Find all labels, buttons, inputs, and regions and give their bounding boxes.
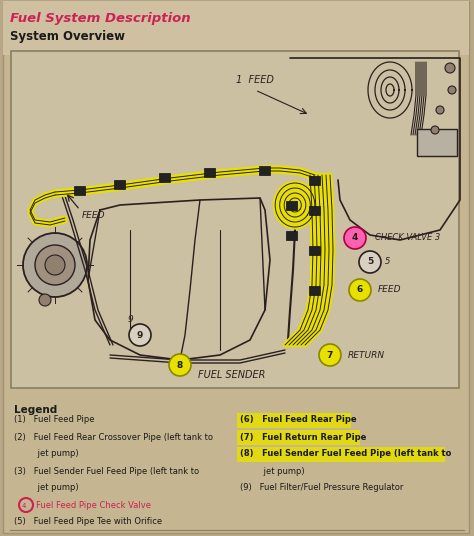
Text: 5: 5 xyxy=(367,257,373,266)
Text: FUEL SENDER: FUEL SENDER xyxy=(198,370,265,380)
Text: FEED: FEED xyxy=(82,211,106,220)
Text: jet pump): jet pump) xyxy=(240,466,305,475)
FancyBboxPatch shape xyxy=(237,413,351,428)
Circle shape xyxy=(448,86,456,94)
FancyBboxPatch shape xyxy=(237,446,446,461)
Text: Fuel System Description: Fuel System Description xyxy=(10,12,191,25)
FancyBboxPatch shape xyxy=(204,167,216,176)
Text: (5)   Fuel Feed Pipe Tee with Orifice: (5) Fuel Feed Pipe Tee with Orifice xyxy=(14,517,162,526)
FancyBboxPatch shape xyxy=(310,245,320,255)
Text: 7: 7 xyxy=(327,351,333,360)
Circle shape xyxy=(436,106,444,114)
Circle shape xyxy=(349,279,371,301)
Text: 1  FEED: 1 FEED xyxy=(236,75,274,85)
Text: (8)   Fuel Sender Fuel Feed Pipe (left tank to: (8) Fuel Sender Fuel Feed Pipe (left tan… xyxy=(240,450,451,458)
Circle shape xyxy=(35,245,75,285)
Text: Legend: Legend xyxy=(14,405,57,415)
FancyBboxPatch shape xyxy=(310,286,320,294)
Text: System Overview: System Overview xyxy=(10,30,125,43)
Circle shape xyxy=(169,354,191,376)
Text: 9: 9 xyxy=(137,331,143,339)
FancyBboxPatch shape xyxy=(11,51,459,388)
Text: (2)   Fuel Feed Rear Crossover Pipe (left tank to: (2) Fuel Feed Rear Crossover Pipe (left … xyxy=(14,433,213,442)
Text: jet pump): jet pump) xyxy=(14,450,79,458)
FancyBboxPatch shape xyxy=(159,173,171,182)
FancyBboxPatch shape xyxy=(417,129,457,156)
Text: (7)   Fuel Return Rear Pipe: (7) Fuel Return Rear Pipe xyxy=(240,433,366,442)
Text: (9)   Fuel Filter/Fuel Pressure Regulator: (9) Fuel Filter/Fuel Pressure Regulator xyxy=(240,483,403,493)
Circle shape xyxy=(359,251,381,273)
Text: 4: 4 xyxy=(22,503,26,509)
Text: (1)   Fuel Feed Pipe: (1) Fuel Feed Pipe xyxy=(14,415,94,425)
FancyBboxPatch shape xyxy=(3,1,469,533)
Text: (3)   Fuel Sender Fuel Feed Pipe (left tank to: (3) Fuel Sender Fuel Feed Pipe (left tan… xyxy=(14,466,199,475)
Text: CHECK VALVE 3: CHECK VALVE 3 xyxy=(375,234,440,242)
Text: (6)   Fuel Feed Rear Pipe: (6) Fuel Feed Rear Pipe xyxy=(240,415,356,425)
FancyBboxPatch shape xyxy=(310,175,320,184)
FancyBboxPatch shape xyxy=(286,200,298,210)
Circle shape xyxy=(431,126,439,134)
FancyBboxPatch shape xyxy=(286,230,298,240)
Text: FEED: FEED xyxy=(378,286,401,294)
Circle shape xyxy=(23,233,87,297)
FancyBboxPatch shape xyxy=(259,166,271,175)
Text: 6: 6 xyxy=(357,286,363,294)
FancyBboxPatch shape xyxy=(74,185,85,195)
Circle shape xyxy=(45,255,65,275)
FancyBboxPatch shape xyxy=(3,1,469,55)
Text: 4: 4 xyxy=(352,234,358,242)
Text: jet pump): jet pump) xyxy=(14,483,79,493)
Circle shape xyxy=(39,294,51,306)
Text: 5: 5 xyxy=(385,257,391,266)
Text: 9: 9 xyxy=(127,316,133,324)
Circle shape xyxy=(129,324,151,346)
Text: Fuel Feed Pipe Check Valve: Fuel Feed Pipe Check Valve xyxy=(36,501,151,510)
Text: 8: 8 xyxy=(177,361,183,369)
Circle shape xyxy=(319,344,341,366)
FancyBboxPatch shape xyxy=(310,205,320,214)
Circle shape xyxy=(344,227,366,249)
FancyBboxPatch shape xyxy=(115,180,126,189)
FancyBboxPatch shape xyxy=(237,429,360,444)
Circle shape xyxy=(445,63,455,73)
Text: RETURN: RETURN xyxy=(348,351,385,360)
